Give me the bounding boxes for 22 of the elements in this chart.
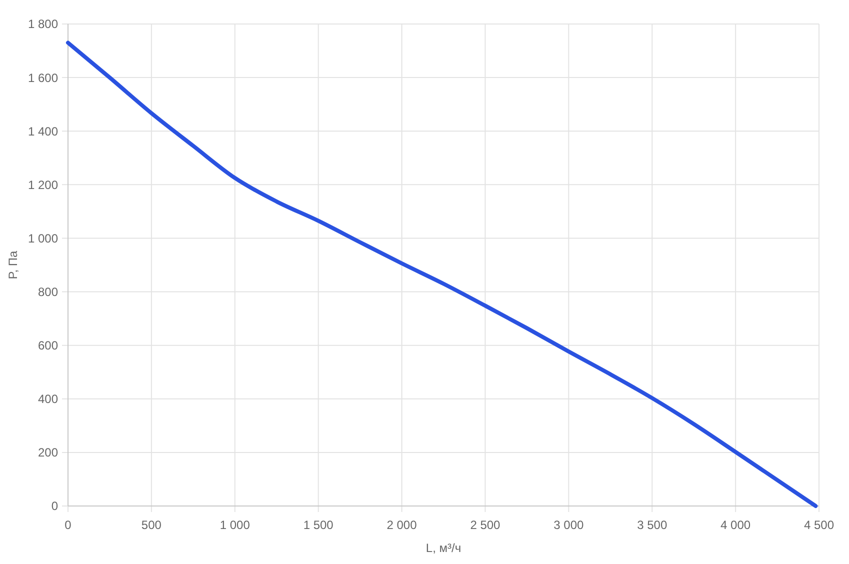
x-tick-label: 0	[64, 518, 72, 532]
y-tick-label: 1 800	[28, 17, 58, 32]
x-tick-label: 3 000	[554, 518, 584, 532]
y-tick-label: 0	[51, 499, 58, 514]
y-tick-label: 200	[38, 446, 58, 460]
y-tick-label: 600	[38, 338, 58, 353]
x-tick-label: 1 000	[220, 518, 250, 532]
y-tick-label: 800	[38, 284, 58, 299]
y-axis-title: P, Па	[6, 250, 20, 280]
x-tick-label: 2 500	[470, 518, 501, 532]
x-tick-label: 1 500	[303, 518, 334, 532]
y-tick-label: 1 600	[28, 70, 58, 85]
x-axis-title: L, м³/ч	[426, 541, 462, 555]
x-tick-label: 4 500	[804, 518, 834, 532]
y-tick-label: 1 200	[28, 178, 58, 192]
x-tick-label: 500	[141, 518, 162, 532]
x-tick-label: 2 000	[386, 518, 418, 532]
y-tick-label: 400	[38, 392, 58, 406]
y-tick-label: 1 000	[28, 231, 58, 246]
y-tick-label: 1 400	[28, 124, 58, 138]
x-tick-label: 3 500	[637, 518, 668, 532]
x-tick-label: 4 000	[720, 518, 751, 532]
